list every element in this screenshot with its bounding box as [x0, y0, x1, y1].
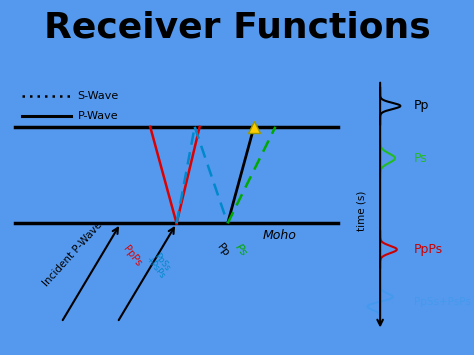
Text: P-Wave: P-Wave [78, 111, 118, 121]
Text: PpPs: PpPs [414, 243, 443, 256]
Text: Pp: Pp [215, 242, 231, 259]
Text: S-Wave: S-Wave [78, 91, 119, 100]
Text: Ps: Ps [233, 242, 248, 258]
Text: Incident P-Wave: Incident P-Wave [41, 220, 104, 289]
Text: Moho: Moho [262, 229, 296, 242]
Text: time (s): time (s) [356, 190, 366, 230]
Text: Pp: Pp [414, 99, 429, 113]
Text: PpSs+PsPs: PpSs+PsPs [414, 297, 471, 307]
Text: Ps: Ps [414, 152, 428, 165]
Text: Receiver Functions: Receiver Functions [44, 11, 430, 45]
Text: PpPs: PpPs [121, 244, 143, 269]
Text: PpSs
+PsPs: PpSs +PsPs [144, 250, 173, 280]
